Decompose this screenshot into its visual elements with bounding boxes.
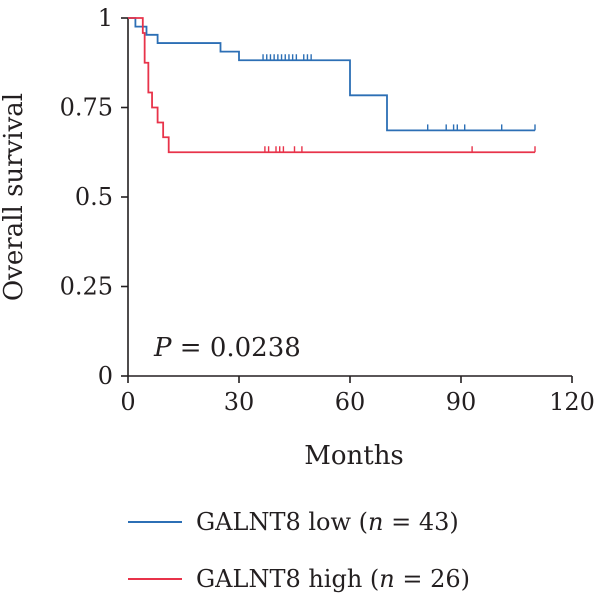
p-value-text: = 0.0238: [172, 333, 301, 363]
x-tick-label: 120: [549, 388, 595, 416]
p-symbol: P: [153, 333, 172, 363]
legend: GALNT8 low (n = 43) GALNT8 high (n = 26): [128, 508, 470, 593]
y-tick-label: 0: [98, 362, 113, 390]
x-tick-label: 0: [120, 388, 135, 416]
p-value-annotation: P = 0.0238: [153, 333, 301, 363]
survival-curve-low: [128, 17, 535, 132]
x-tick-label: 30: [224, 388, 255, 416]
x-axis-title: Months: [304, 441, 404, 471]
legend-label-high: GALNT8 high (n = 26): [196, 565, 470, 593]
x-ticks: 0 30 60 90 120: [120, 376, 595, 416]
y-tick-label: 0.5: [75, 183, 113, 211]
y-ticks: 0 0.25 0.5 0.75 1: [60, 4, 128, 390]
survival-curve-high: [128, 17, 535, 154]
y-tick-label: 1: [98, 4, 113, 32]
y-tick-label: 0.75: [60, 94, 113, 122]
series-layer: [128, 17, 535, 154]
legend-item-low: GALNT8 low (n = 43): [128, 508, 459, 536]
legend-label-low: GALNT8 low (n = 43): [196, 508, 459, 536]
y-axis-title: Overall survival: [0, 93, 29, 301]
censor-layer: [262, 54, 536, 153]
legend-item-high: GALNT8 high (n = 26): [128, 565, 470, 593]
y-tick-label: 0.25: [60, 273, 113, 301]
x-tick-label: 90: [446, 388, 477, 416]
x-tick-label: 60: [335, 388, 366, 416]
